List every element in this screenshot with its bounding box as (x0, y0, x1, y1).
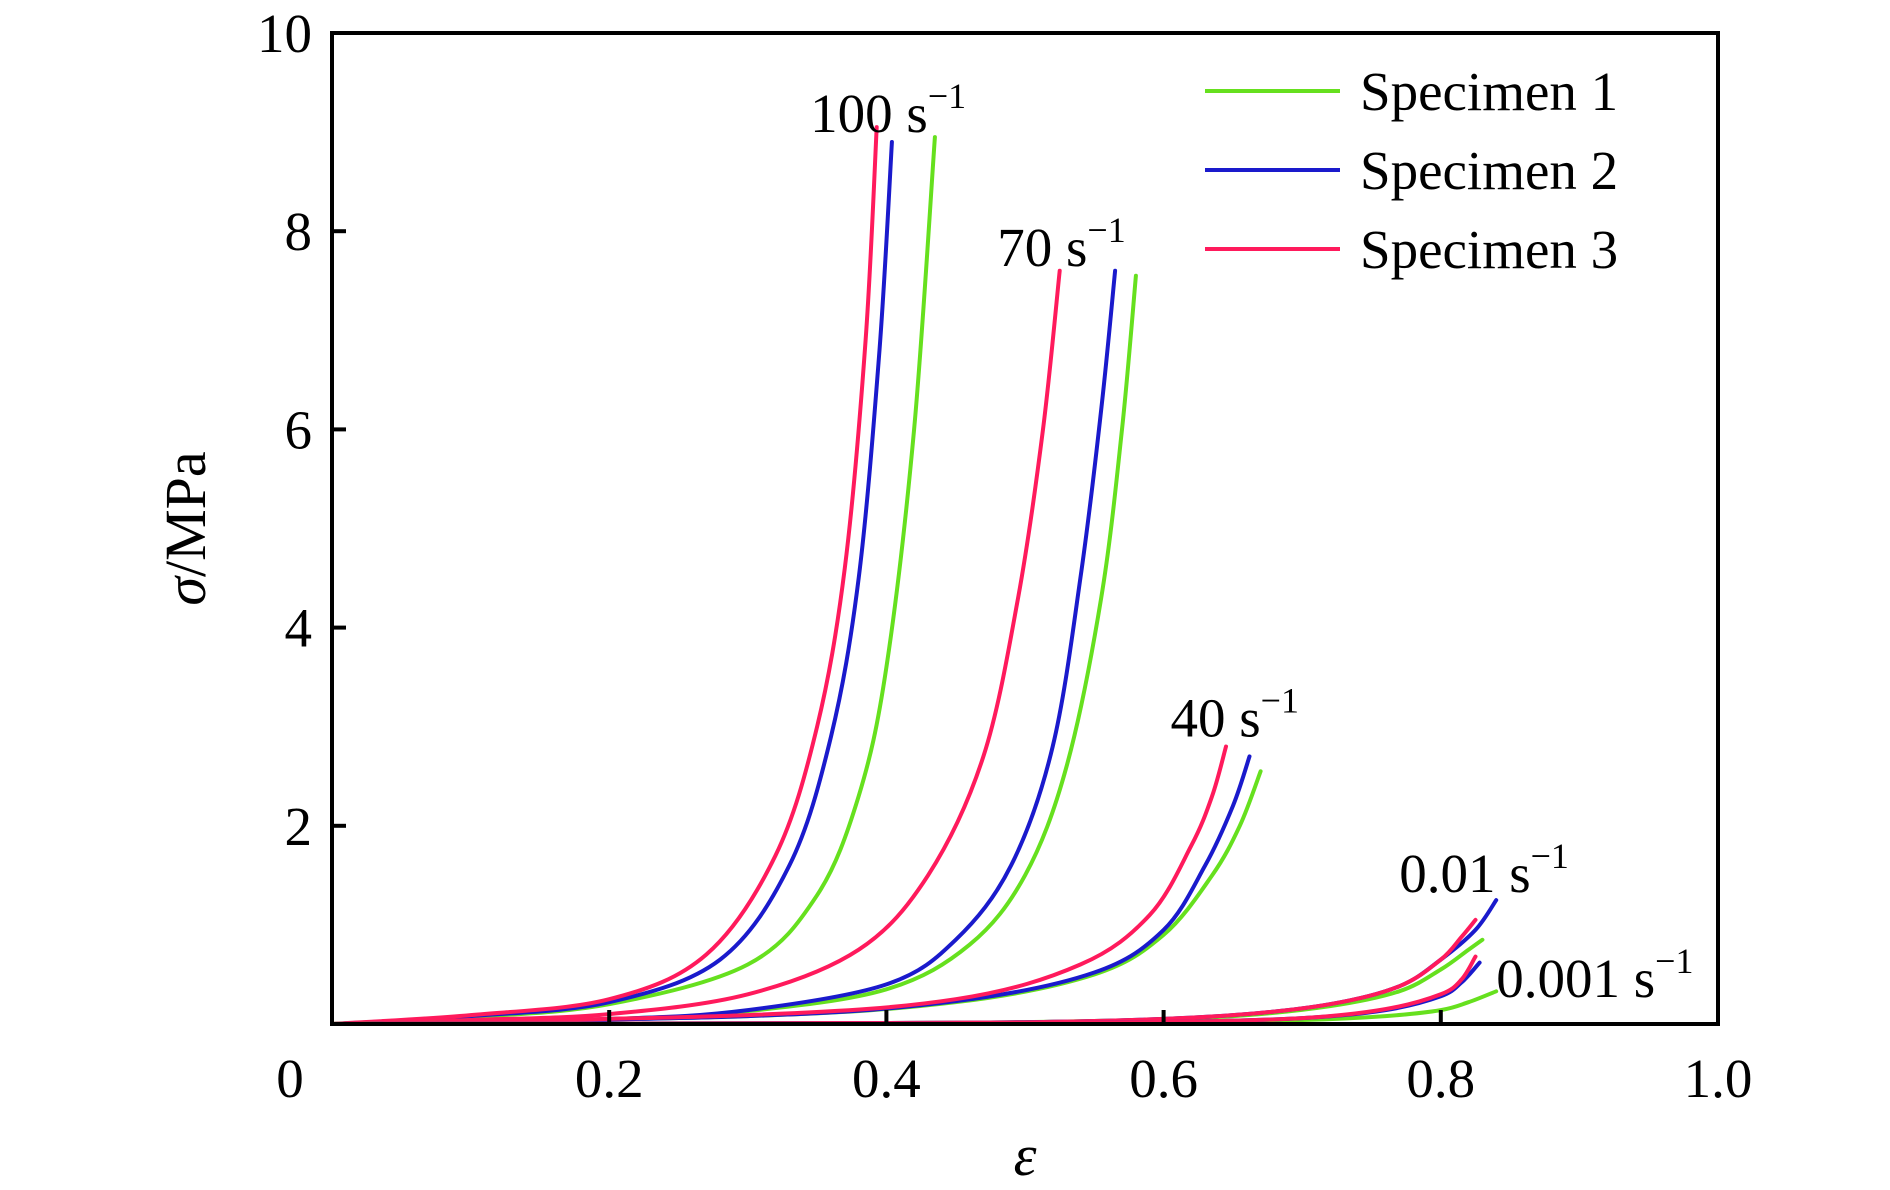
series-line-specimen-3-401 (330, 744, 1228, 1026)
legend-label: Specimen 1 (1360, 61, 1618, 122)
series-line-specimen-2-401 (330, 754, 1252, 1026)
y-axis-label: σ/MPa (153, 451, 218, 605)
plot-frame (330, 31, 1720, 1026)
y-tick-label: 2 (285, 796, 313, 857)
legend-label: Specimen 3 (1360, 219, 1618, 280)
strain-rate-label: 100 s−1 (810, 76, 966, 144)
x-tick-label: 0.4 (852, 1048, 921, 1109)
x-tick-label: 1.0 (1684, 1048, 1753, 1109)
y-tick-label: 10 (257, 3, 312, 64)
strain-rate-label: 70 s−1 (997, 210, 1125, 278)
legend-label: Specimen 2 (1360, 140, 1618, 201)
axis-ticks: 0 0.2 0.4 0.6 0.8 1.0 2 4 6 8 10 (257, 3, 1752, 1109)
strain-rate-label: 0.01 s−1 (1399, 836, 1569, 904)
y-tick-label: 8 (285, 201, 313, 262)
y-tick-label: 6 (285, 399, 313, 460)
strain-rate-label: 40 s−1 (1171, 681, 1299, 749)
series-line-specimen-1-701 (330, 273, 1138, 1026)
y-tick-label: 4 (285, 598, 313, 659)
legend: Specimen 1 Specimen 2 Specimen 3 (1205, 61, 1618, 280)
x-tick-label: 0.2 (575, 1048, 644, 1109)
rate-labels: 100 s−1 70 s−1 40 s−1 0.01 s−1 0.001 s−1 (810, 76, 1693, 1009)
x-axis-label: ε (1014, 1123, 1037, 1188)
series-line-specimen-3-1001 (330, 125, 879, 1026)
series-line-specimen-2-701 (330, 268, 1118, 1026)
x-tick-label: 0 (276, 1048, 304, 1109)
x-tick-label: 0.6 (1129, 1048, 1198, 1109)
series-line-specimen-2-1001 (330, 140, 894, 1026)
x-tick-label: 0.8 (1406, 1048, 1475, 1109)
series-line-specimen-3-701 (330, 268, 1062, 1026)
series-layer (330, 125, 1499, 1026)
strain-rate-label: 0.001 s−1 (1496, 941, 1693, 1009)
